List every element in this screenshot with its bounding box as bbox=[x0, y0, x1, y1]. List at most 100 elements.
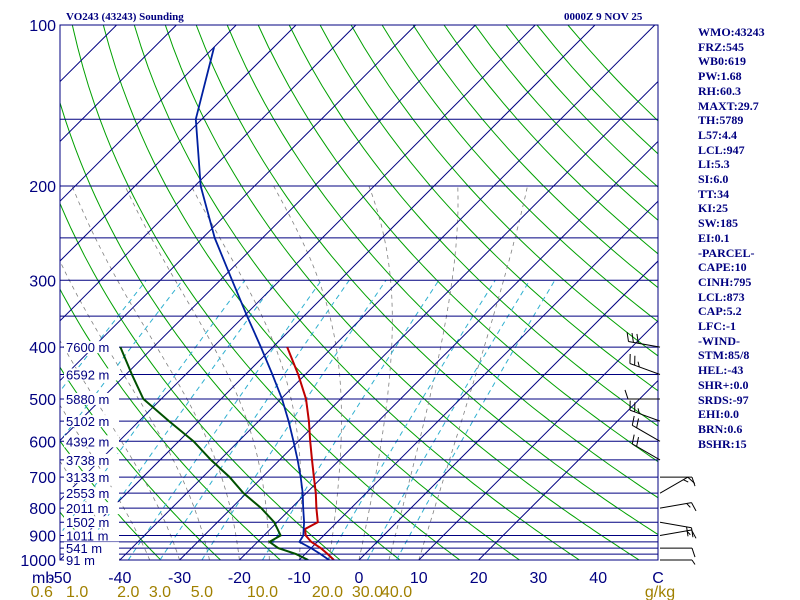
wind-barb-flag bbox=[636, 418, 640, 428]
temperature-profile bbox=[286, 346, 335, 560]
height-label: 5880 m bbox=[66, 392, 109, 407]
mixing-ratio-line bbox=[201, 280, 387, 560]
height-label-bg bbox=[64, 392, 119, 405]
height-label-bg bbox=[64, 542, 119, 555]
isotherm bbox=[60, 25, 177, 143]
height-label: 2553 m bbox=[66, 486, 109, 501]
pressure-tick-label: 200 bbox=[29, 179, 56, 196]
sounding-index: CAPE:10 bbox=[698, 260, 747, 275]
height-label: 3738 m bbox=[66, 453, 109, 468]
height-label: 1011 m bbox=[66, 529, 108, 544]
isotherm bbox=[358, 260, 658, 560]
pressure-tick-label: 500 bbox=[29, 392, 56, 409]
pressure-tick-label: 300 bbox=[29, 273, 56, 290]
wind-barb-flag bbox=[683, 479, 689, 483]
sounding-index: TT:34 bbox=[698, 186, 730, 201]
height-label-bg bbox=[64, 502, 119, 515]
parcel-profile bbox=[194, 46, 330, 560]
isotherm bbox=[239, 140, 658, 560]
isotherm bbox=[60, 25, 297, 262]
sounding-index: HEL:-43 bbox=[698, 363, 744, 378]
mixing-ratio-line bbox=[326, 280, 496, 560]
wind-barb-staff bbox=[629, 363, 661, 375]
wind-barb-flag bbox=[687, 476, 696, 484]
wind-barb-flag bbox=[637, 361, 640, 368]
height-label-bg bbox=[64, 453, 119, 466]
temperature-tick-label: 10 bbox=[410, 570, 428, 587]
height-label: 7600 m bbox=[66, 340, 109, 355]
height-label: 4392 m bbox=[66, 434, 109, 449]
sounding-index: CINH:795 bbox=[698, 274, 752, 289]
height-label-bg bbox=[64, 529, 119, 542]
moist-adiabat bbox=[358, 185, 393, 560]
pressure-tick-label: 700 bbox=[29, 470, 56, 487]
wind-barb-staff bbox=[632, 443, 661, 461]
plot-border bbox=[59, 24, 659, 561]
wind-barb-staff bbox=[632, 424, 661, 442]
sounding-index: EHI:0.0 bbox=[698, 407, 740, 422]
isotherm bbox=[60, 25, 476, 442]
isotherm bbox=[60, 25, 536, 501]
pressure-tick-label: 100 bbox=[29, 18, 56, 35]
sounding-index: LI:5.3 bbox=[698, 157, 730, 172]
height-label: 6592 m bbox=[66, 367, 109, 382]
height-label-bg bbox=[64, 435, 119, 448]
chart-title: VO243 (43243) Sounding bbox=[66, 11, 184, 23]
wind-barb-flag bbox=[691, 559, 696, 565]
height-label: 91 m bbox=[66, 553, 95, 568]
sounding-index: SHR+:0.0 bbox=[698, 377, 749, 392]
height-label: 3133 m bbox=[66, 470, 109, 485]
temperature-tick-label: 30 bbox=[530, 570, 548, 587]
wind-barb-staff bbox=[628, 341, 661, 348]
temperature-tick-label: C bbox=[652, 570, 664, 587]
sounding-index: LFC:-1 bbox=[698, 319, 736, 333]
wind-barb-flag bbox=[637, 408, 640, 414]
mixing-ratio-tick-label: 30.0 bbox=[352, 584, 383, 600]
chart-date: 0000Z 9 NOV 25 bbox=[564, 11, 643, 23]
height-label-bg bbox=[64, 487, 119, 500]
sounding-index: BSHR:15 bbox=[698, 436, 747, 451]
temperature-tick-label: 0 bbox=[355, 570, 364, 587]
mixing-ratio-tick-label: 5.0 bbox=[191, 584, 213, 600]
mixing-ratio-unit-label: g/kg bbox=[645, 584, 675, 600]
mixing-ratio-line bbox=[60, 279, 147, 393]
wind-barb-staff bbox=[659, 521, 692, 529]
moist-adiabat bbox=[60, 260, 210, 560]
height-label-bg bbox=[64, 368, 119, 381]
height-label-bg bbox=[64, 341, 119, 354]
mixing-ratio-line bbox=[159, 280, 350, 560]
pressure-unit-label: mb bbox=[32, 570, 54, 587]
sounding-index: CAP:5.2 bbox=[698, 304, 742, 319]
wind-barb-flag bbox=[631, 332, 634, 343]
moist-adiabat bbox=[273, 185, 342, 560]
dry-adiabat bbox=[226, 25, 658, 499]
temperature-tick-label: -40 bbox=[108, 570, 131, 587]
wind-barb-flag bbox=[691, 502, 697, 512]
wind-barb-flag bbox=[626, 332, 629, 342]
mixing-ratio-tick-label: 3.0 bbox=[149, 584, 171, 600]
height-label: 541 m bbox=[66, 541, 102, 556]
sounding-index: LCL:873 bbox=[698, 289, 745, 304]
sounding-index: LCL:947 bbox=[698, 142, 745, 157]
sounding-index: KI:25 bbox=[698, 201, 728, 216]
pressure-tick-label: 800 bbox=[29, 501, 56, 518]
height-label-bg bbox=[64, 415, 119, 428]
isotherm bbox=[60, 25, 416, 382]
temperature-tick-label: -10 bbox=[288, 570, 311, 587]
isotherm bbox=[60, 25, 357, 322]
temperature-tick-label: 40 bbox=[589, 570, 607, 587]
isotherm bbox=[60, 25, 596, 560]
sounding-index: SW:185 bbox=[698, 216, 739, 231]
isotherm bbox=[119, 25, 656, 560]
mixing-ratio-line bbox=[396, 280, 556, 560]
pressure-tick-label: 400 bbox=[29, 340, 56, 357]
wind-barb-flag bbox=[624, 389, 629, 400]
mixing-ratio-tick-label: 1.0 bbox=[66, 584, 88, 600]
wind-barb-flag bbox=[686, 530, 691, 536]
sounding-index: WB0:619 bbox=[698, 54, 746, 69]
temperature-tick-label: 20 bbox=[470, 570, 488, 587]
temperature-tick-label: -20 bbox=[228, 570, 251, 587]
sounding-index: PW:1.68 bbox=[698, 69, 742, 84]
mixing-ratio-tick-label: 0.6 bbox=[31, 584, 53, 600]
